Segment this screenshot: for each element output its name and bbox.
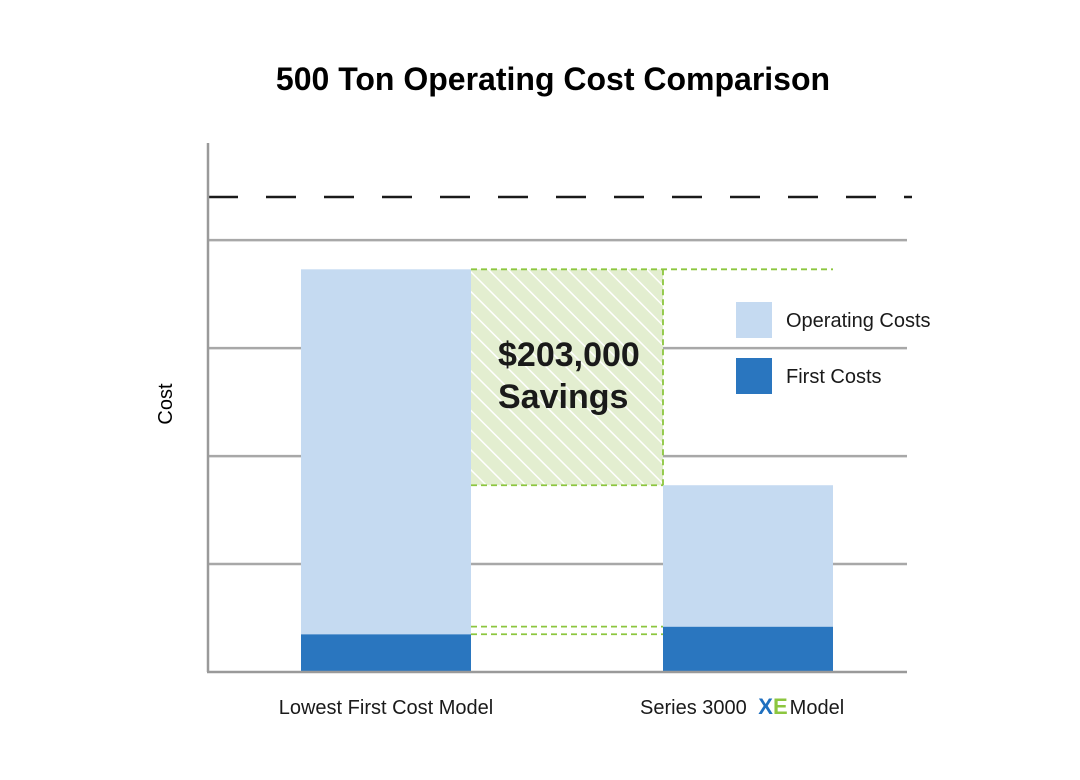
legend-swatch-first-costs	[736, 358, 772, 394]
savings-label-line-1: $203,000	[498, 336, 640, 374]
legend-label-operating-costs: Operating Costs	[786, 310, 931, 332]
savings-label-line-2: Savings	[498, 378, 628, 416]
chart-title: 500 Ton Operating Cost Comparison	[276, 61, 830, 97]
bar-lowest-first-cost-first-costs	[301, 634, 471, 672]
bar-series-3000-xe-operating-costs	[663, 485, 833, 627]
bars	[301, 269, 833, 672]
legend-swatch-operating-costs	[736, 302, 772, 338]
savings-annotation-group: $203,000 Savings	[471, 268, 833, 636]
x-tick-label-2-suffix: Model	[790, 697, 844, 719]
savings-region	[471, 269, 663, 486]
xe-logo-e: E	[773, 694, 788, 719]
x-tick-label-1: Lowest First Cost Model	[279, 697, 494, 719]
xe-logo-x: X	[758, 694, 773, 719]
y-axis-label: Cost	[155, 383, 177, 425]
x-axis-labels: Lowest First Cost Model Series 3000 XE Mod…	[279, 694, 844, 719]
x-tick-label-2-prefix: Series 3000	[640, 697, 752, 719]
legend-label-first-costs: First Costs	[786, 366, 882, 388]
bar-lowest-first-cost-operating-costs	[301, 269, 471, 635]
legend: Operating Costs First Costs	[736, 302, 931, 394]
bar-series-3000-xe-first-costs	[663, 626, 833, 672]
x-tick-label-2: Series 3000 XE Model	[640, 694, 844, 719]
